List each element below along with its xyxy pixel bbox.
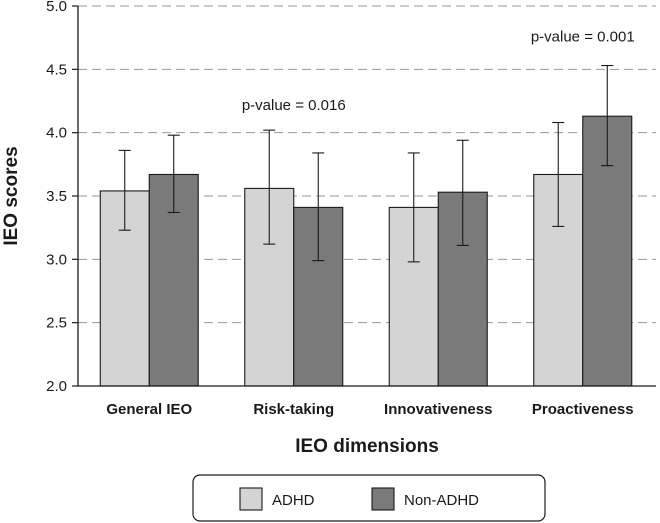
x-category-label: Proactiveness: [532, 401, 634, 418]
x-category-label: Risk-taking: [253, 401, 334, 418]
legend-swatch-non-adhd: [371, 487, 395, 511]
y-ticks: 2.0 2.5 3.0 3.5 4.0 4.5 5.0: [46, 0, 78, 395]
annotations: p-value = 0.016 p-value = 0.001: [242, 28, 635, 113]
legend: ADHD Non-ADHD: [192, 474, 546, 522]
y-tick-label: 2.0: [46, 378, 67, 395]
x-category-label: Innovativeness: [384, 401, 492, 418]
legend-swatch-adhd: [239, 487, 263, 511]
x-categories: General IEO Risk-taking Innovativeness Proa…: [106, 401, 633, 418]
y-tick-label: 3.0: [46, 251, 67, 268]
y-axis-title: IEO scores: [1, 146, 22, 245]
y-tick-label: 4.0: [46, 125, 67, 142]
y-tick-label: 5.0: [46, 0, 67, 15]
legend-label-adhd: ADHD: [272, 492, 315, 509]
x-category-label: General IEO: [106, 401, 192, 418]
y-tick-label: 3.5: [46, 188, 67, 205]
legend-box: [192, 474, 546, 522]
legend-items: ADHD Non-ADHD: [239, 487, 479, 511]
legend-label-non-adhd: Non-ADHD: [404, 492, 479, 509]
p-value-annotation: p-value = 0.016: [242, 97, 346, 114]
bars: [99, 64, 633, 387]
x-axis-title: IEO dimensions: [295, 436, 439, 457]
p-value-annotation: p-value = 0.001: [531, 28, 635, 45]
y-tick-label: 4.5: [46, 61, 67, 78]
y-tick-label: 2.5: [46, 315, 67, 332]
